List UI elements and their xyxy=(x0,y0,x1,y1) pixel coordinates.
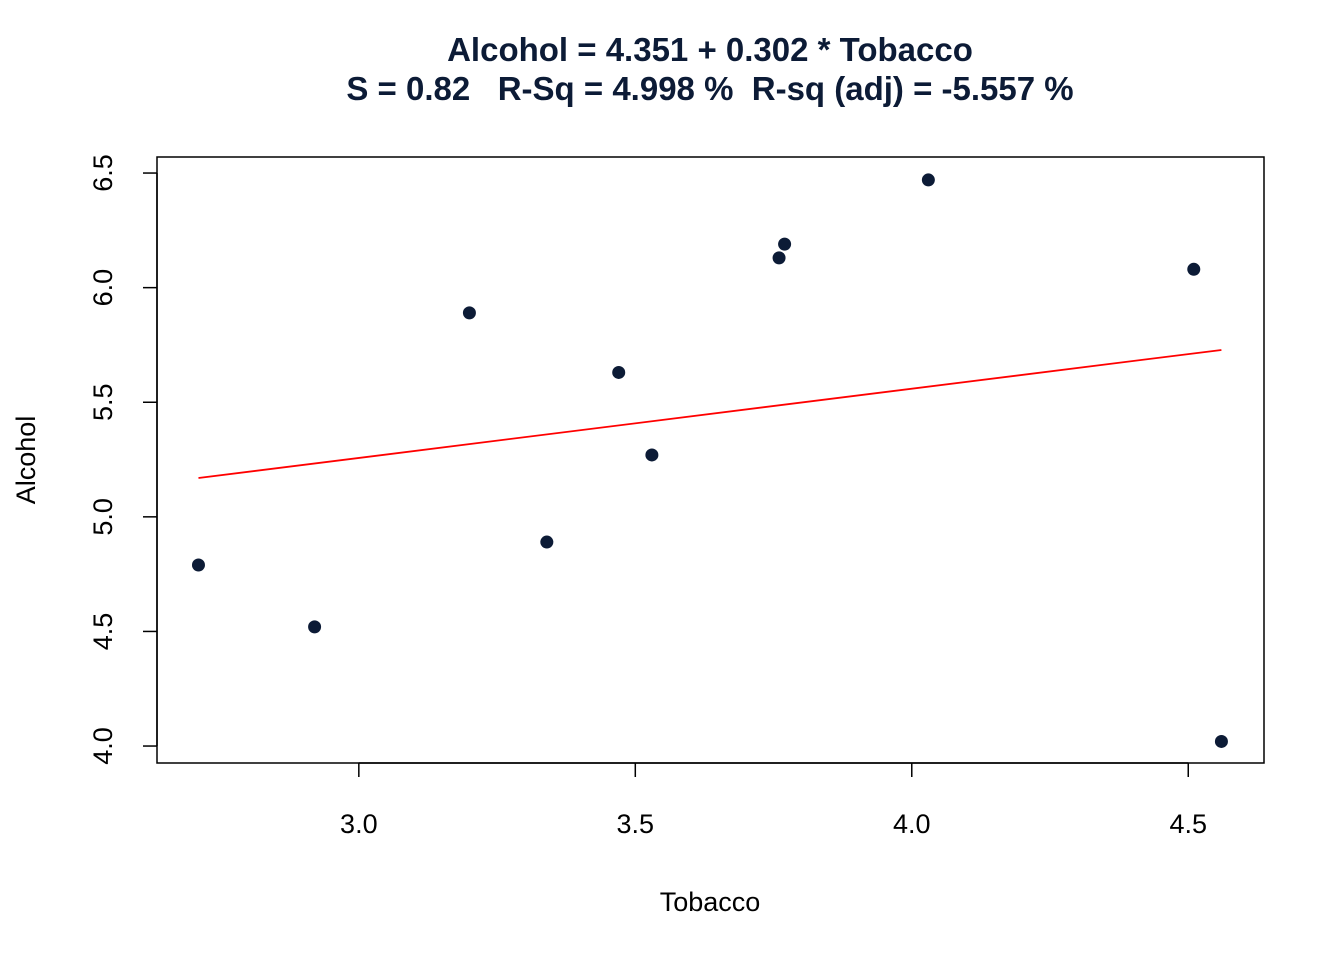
y-tick-label: 6.5 xyxy=(88,154,118,192)
x-tick-label: 4.5 xyxy=(1169,809,1207,839)
x-axis: 3.0 3.5 4.0 4.5 xyxy=(340,762,1207,839)
chart-subtitle: S = 0.82 R-Sq = 4.998 % R-sq (adj) = -5.… xyxy=(346,70,1073,107)
y-tick-label: 4.0 xyxy=(88,727,118,765)
data-point xyxy=(772,251,786,265)
x-tick-label: 3.5 xyxy=(617,809,655,839)
regression-line-group xyxy=(198,349,1222,479)
data-point xyxy=(191,558,205,572)
data-point xyxy=(1187,262,1201,276)
data-point xyxy=(645,448,659,462)
data-point xyxy=(1214,734,1228,748)
data-point xyxy=(612,365,626,379)
y-tick-label: 5.0 xyxy=(88,498,118,536)
y-tick-label: 4.5 xyxy=(88,613,118,651)
plot-frame xyxy=(156,156,1265,764)
points-group xyxy=(191,173,1228,748)
regression-line xyxy=(198,349,1222,479)
x-tick-label: 3.0 xyxy=(340,809,378,839)
data-point xyxy=(921,173,935,187)
data-point xyxy=(778,237,792,251)
y-axis: 4.0 4.5 5.0 5.5 6.0 6.5 xyxy=(88,154,158,765)
y-tick-label: 6.0 xyxy=(88,269,118,307)
data-point xyxy=(540,535,554,549)
x-tick-label: 4.0 xyxy=(893,809,931,839)
chart-title: Alcohol = 4.351 + 0.302 * Tobacco xyxy=(447,31,973,68)
data-point xyxy=(462,306,476,320)
data-point xyxy=(308,620,322,634)
x-axis-label: Tobacco xyxy=(660,887,761,917)
y-axis-label: Alcohol xyxy=(11,416,41,505)
y-tick-label: 5.5 xyxy=(88,383,118,421)
